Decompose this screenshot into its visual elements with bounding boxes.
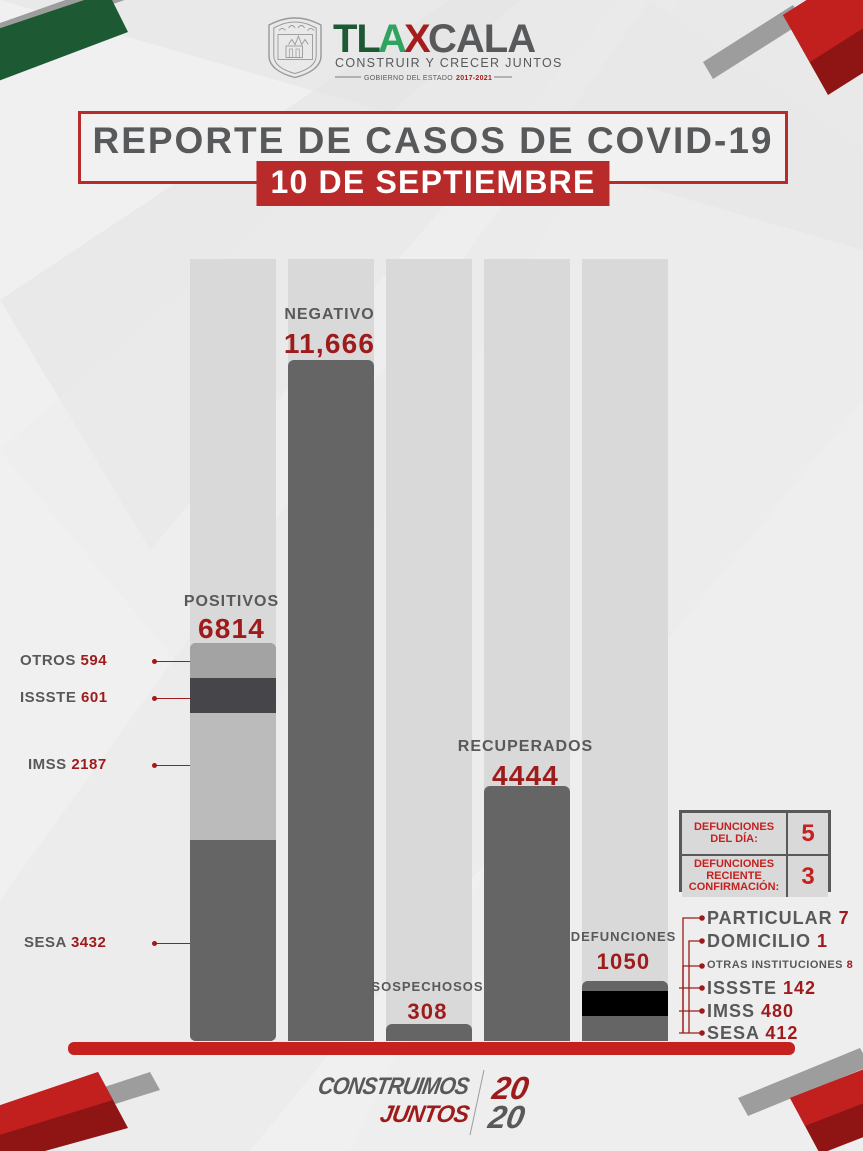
svg-text:JUNTOS: JUNTOS: [378, 1101, 472, 1128]
svg-text:20: 20: [485, 1099, 528, 1135]
svg-text:CONSTRUIMOS: CONSTRUIMOS: [316, 1073, 471, 1100]
